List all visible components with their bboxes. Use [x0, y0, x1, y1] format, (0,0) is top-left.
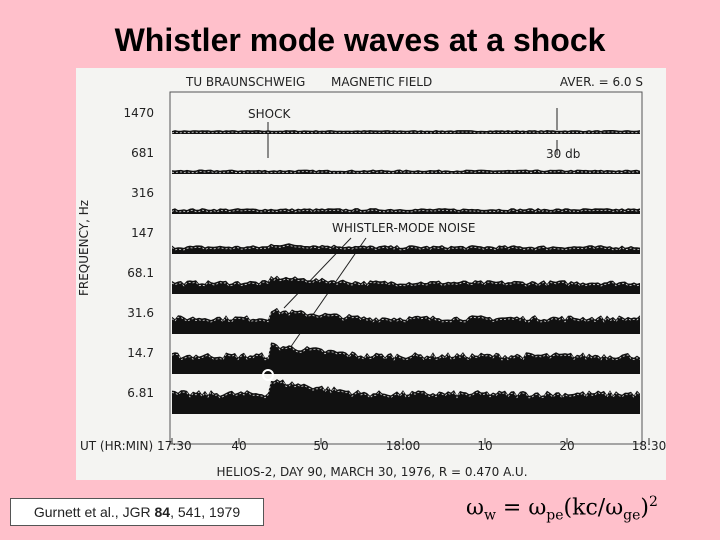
- channel-band: [172, 243, 640, 254]
- x-label: 17:30: [157, 439, 192, 453]
- channel-label: 681: [131, 146, 154, 160]
- plot-frame: [169, 91, 643, 445]
- channel-label: 6.81: [127, 386, 154, 400]
- channel-trace: [171, 131, 641, 134]
- channel-band: [172, 169, 640, 174]
- formula-part: = ω: [495, 495, 547, 521]
- channel-band: [172, 208, 640, 214]
- header-mid: MAGNETIC FIELD: [331, 75, 432, 89]
- channel-trace: [171, 244, 641, 251]
- x-label: 18:30: [632, 439, 666, 453]
- figure: TU BRAUNSCHWEIG MAGNETIC FIELD AVER. = 6…: [76, 68, 666, 480]
- citation-text: , 541, 1979: [170, 504, 241, 520]
- channel-label: 147: [131, 226, 154, 240]
- db-label: 30 db: [546, 147, 580, 161]
- x-label: 40: [231, 439, 246, 453]
- x-label: 10: [477, 439, 492, 453]
- slide-title: Whistler mode waves at a shock: [114, 22, 606, 58]
- caption: HELIOS-2, DAY 90, MARCH 30, 1976, R = 0.…: [216, 465, 527, 479]
- channel-trace: [171, 380, 641, 399]
- channel-label: 1470: [123, 106, 154, 120]
- shock-marker: [262, 369, 274, 381]
- formula-subscript: pe: [546, 507, 564, 524]
- x-label: 50: [313, 439, 328, 453]
- formula-subscript: ge: [623, 507, 641, 524]
- channel-band: [172, 342, 640, 374]
- formula-part: (kc/ω: [563, 495, 624, 521]
- header-right: AVER. = 6.0 S: [560, 75, 643, 89]
- formula-part: ω: [466, 495, 484, 521]
- figure-background: [76, 68, 666, 480]
- x-label: 18:00: [386, 439, 421, 453]
- citation: Gurnett et al., JGR 84, 541, 1979: [10, 498, 264, 526]
- header-left: TU BRAUNSCHWEIG: [185, 75, 305, 89]
- formula-part: ): [640, 495, 649, 521]
- formula-subscript: w: [483, 507, 496, 524]
- channel-label: 14.7: [127, 346, 154, 360]
- channel-band: [172, 275, 640, 294]
- channel-trace: [171, 344, 641, 361]
- channel-label: 31.6: [127, 306, 154, 320]
- x-label: 20: [559, 439, 574, 453]
- channel-trace: [171, 171, 641, 174]
- channel-band: [172, 307, 640, 334]
- channel-label: 68.1: [127, 266, 154, 280]
- noise-label: WHISTLER-MODE NOISE: [332, 221, 475, 235]
- formula: ωw = ωpe(kc/ωge)2: [466, 494, 658, 524]
- formula-superscript: 2: [648, 494, 658, 510]
- citation-text: Gurnett et al., JGR: [33, 504, 155, 520]
- channel-trace: [171, 277, 641, 287]
- shock-label: SHOCK: [248, 107, 291, 121]
- channel-trace: [171, 209, 641, 213]
- channel-band: [172, 130, 640, 134]
- citation-volume: 84: [154, 504, 171, 520]
- channel-label: 316: [131, 186, 154, 200]
- y-axis-title: FREQUENCY, Hz: [77, 200, 91, 296]
- x-axis-title: UT (HR:MIN): [80, 439, 153, 453]
